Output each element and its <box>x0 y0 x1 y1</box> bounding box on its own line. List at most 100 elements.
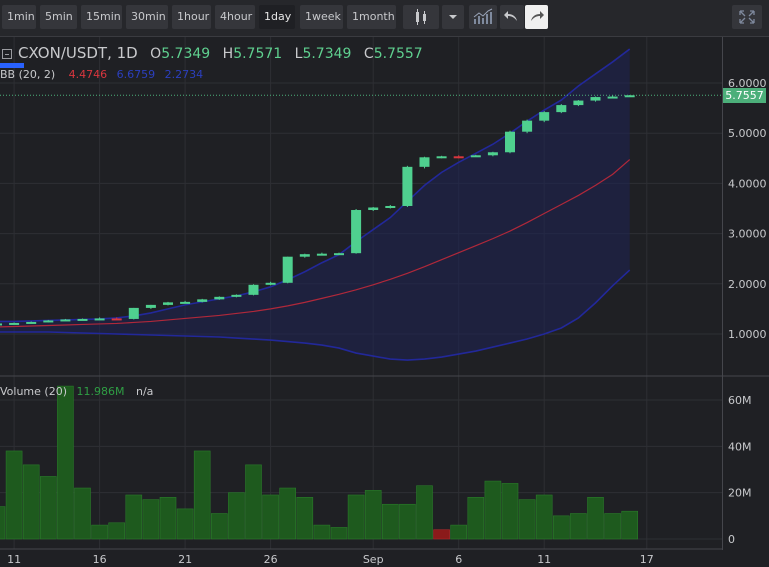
chevron-down-icon <box>449 15 457 19</box>
candle-body <box>385 205 396 208</box>
candle-body <box>145 304 156 308</box>
volume-bar <box>518 499 536 540</box>
volume-bar <box>159 496 177 540</box>
redo-icon <box>531 11 544 21</box>
volume-bar <box>570 513 587 540</box>
candle-body <box>607 96 618 99</box>
candle-body <box>111 318 122 321</box>
main-legend: CXON/USDT, 1D O5.7349 H5.7571 L5.7349 C5… <box>0 44 423 62</box>
timeframe-1min-button[interactable]: 1min <box>2 5 36 29</box>
ohlc-close: C5.7557 <box>363 46 423 62</box>
bb-basis-value: 4.4746 <box>68 68 108 81</box>
price-axis-label: 5.0000 <box>728 127 767 140</box>
timeframe-4hour-button[interactable]: 4hour <box>215 5 255 29</box>
collapse-legend-icon[interactable] <box>2 49 12 59</box>
time-axis-label: 17 <box>640 553 654 566</box>
timeframe-1month-button[interactable]: 1month <box>347 5 396 29</box>
volume-bar <box>416 485 433 540</box>
candle-body <box>180 301 191 304</box>
timeframe-1week-button[interactable]: 1week <box>300 5 343 29</box>
volume-axis-label: 60M <box>728 394 752 407</box>
volume-bar <box>604 513 621 540</box>
candle-body <box>299 254 310 257</box>
bb-lower-value: 2.2734 <box>164 68 204 81</box>
price-axis-label: 1.0000 <box>728 328 767 341</box>
volume-value: 11.986M <box>76 385 125 398</box>
candle-body <box>265 282 276 285</box>
candle-body <box>624 95 635 98</box>
volume-bar <box>587 496 604 540</box>
chart-type-button[interactable] <box>403 5 439 29</box>
volume-bar <box>245 464 262 540</box>
volume-axis-label: 20M <box>728 487 752 500</box>
candle-body <box>539 112 550 121</box>
candlestick-icon <box>416 9 426 25</box>
chart-type-dropdown[interactable] <box>442 5 464 29</box>
candle-body <box>163 302 173 305</box>
candle-body <box>505 131 515 153</box>
toolbar: 1min 5min 15min 30min 1hour 4hour 1day 1week 1mo… <box>0 0 769 37</box>
volume-bar <box>22 464 40 540</box>
indicators-icon <box>473 8 493 24</box>
price-axis-label: 4.0000 <box>728 177 767 190</box>
volume-axis-label: 40M <box>728 440 752 453</box>
timeframe-1hour-button[interactable]: 1hour <box>172 5 211 29</box>
indicators-button[interactable] <box>469 5 497 29</box>
bb-label: BB (20, 2) <box>0 68 56 81</box>
candle-body <box>590 97 601 101</box>
timeframe-1day-button[interactable]: 1day <box>259 5 295 29</box>
indicator-marker <box>0 63 24 68</box>
volume-bar <box>552 515 570 540</box>
timeframe-15min-button[interactable]: 15min <box>81 5 122 29</box>
volume-bar <box>91 524 108 540</box>
candle-body <box>60 319 71 322</box>
time-axis-label: 11 <box>537 553 551 566</box>
volume-bar <box>176 508 194 540</box>
price-chart[interactable]: 1.0000 2.0000 3.0000 4.0000 5.0000 6.0000 0 20M… <box>0 37 769 567</box>
candle-body <box>522 120 533 132</box>
candle-body <box>316 253 327 256</box>
candle-body <box>334 253 344 256</box>
volume-bar <box>125 494 143 540</box>
time-axis-label: Sep <box>363 553 384 566</box>
fullscreen-icon <box>739 10 755 24</box>
candle-body <box>231 294 242 297</box>
price-axis-label: 2.0000 <box>728 278 767 291</box>
volume-bar <box>399 503 416 540</box>
bb-basis-line <box>0 159 631 328</box>
volume-bar <box>228 492 245 540</box>
volume-bar <box>39 476 57 540</box>
timeframe-30min-button[interactable]: 30min <box>126 5 168 29</box>
volume-bar <box>621 510 639 540</box>
bb-upper-value: 6.6759 <box>116 68 156 81</box>
candle-body <box>248 284 259 295</box>
time-axis-label: 21 <box>178 553 192 566</box>
volume-bar <box>364 490 382 540</box>
price-axis-label: 6.0000 <box>728 77 767 90</box>
volume-bar <box>501 483 519 540</box>
volume-bar <box>296 496 314 540</box>
volume-bar <box>142 499 160 540</box>
candle-body <box>419 157 430 167</box>
volume-bar <box>5 450 23 540</box>
undo-button[interactable] <box>500 5 524 29</box>
volume-bar <box>330 527 348 540</box>
time-axis-label: 6 <box>455 553 462 566</box>
candle-body <box>26 321 37 324</box>
volume-bar <box>279 487 297 540</box>
timeframe-5min-button[interactable]: 5min <box>40 5 77 29</box>
candle-body <box>128 307 139 319</box>
candle-body <box>9 322 20 325</box>
volume-bar <box>0 506 6 540</box>
volume-bar <box>535 494 553 540</box>
volume-legend: Volume (20) 11.986M n/a <box>0 385 153 398</box>
candle-body <box>351 210 362 254</box>
fullscreen-button[interactable] <box>732 5 762 29</box>
ohlc-open: O5.7349 <box>150 46 211 62</box>
volume-bar <box>193 450 211 540</box>
bb-lower-line <box>0 269 631 361</box>
volume-bar <box>108 522 125 540</box>
candle-body <box>470 155 481 158</box>
redo-button[interactable] <box>525 5 548 29</box>
volume-bar <box>211 513 228 540</box>
